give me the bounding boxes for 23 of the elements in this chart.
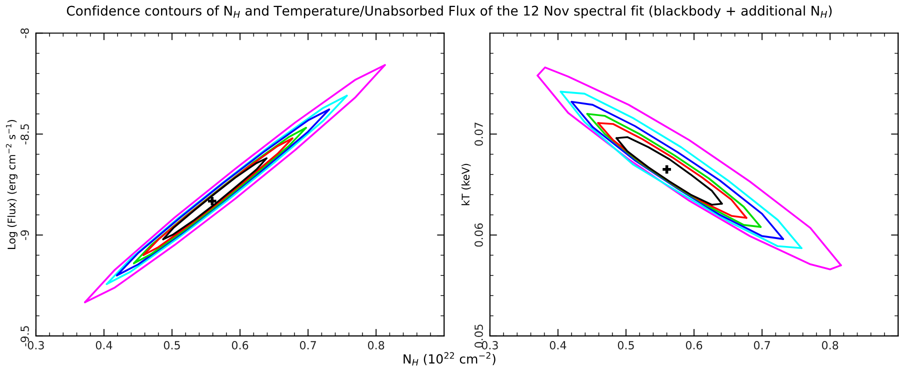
x-tick-label: 0.5 [618, 341, 634, 350]
x-tick-label: 0.4 [96, 341, 112, 350]
x-axis-title: N$_{H}$ (10$^{22}$ cm$^{−2}$) [404, 352, 496, 366]
x-tick-label: 0.8 [368, 341, 384, 350]
y-tick-label: 0.06 [474, 223, 483, 247]
y-tick-label: 0.05 [474, 324, 483, 348]
x-tick-label: 0.6 [232, 341, 248, 350]
y-tick-label: -9.5 [20, 326, 29, 346]
y-tick-label: -8 [20, 28, 29, 38]
x-tick-label: 0.4 [550, 341, 566, 350]
x-tick-label: 0.3 [28, 341, 44, 350]
x-tick-label: 0.6 [686, 341, 702, 350]
y-tick-label: -8.5 [20, 124, 29, 144]
chart-title: Confidence contours of N$_{H}$ and Temperature/Unabsorbed Flux of the 12 Nov spectral fit (blackbody + additional N$_{H}$) [66, 6, 832, 18]
y-axis-title: kT (keV) [461, 164, 471, 206]
x-tick-label: 0.5 [164, 341, 180, 350]
x-tick-label: 0.3 [482, 341, 498, 350]
x-tick-label: 0.7 [300, 341, 316, 350]
x-tick-label: 0.7 [754, 341, 770, 350]
x-tick-label: 0.8 [822, 341, 838, 350]
y-tick-label: 0.07 [474, 122, 483, 146]
y-axis-title: Log (Flux) (erg cm$^{−2}$ s$^{−1}$) [6, 120, 18, 249]
y-tick-label: -9 [20, 230, 29, 240]
